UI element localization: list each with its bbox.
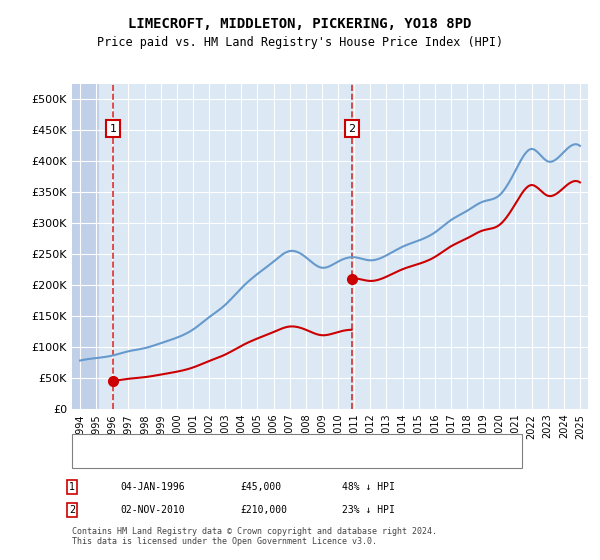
Bar [72, 84, 100, 409]
Text: 23% ↓ HPI: 23% ↓ HPI [342, 505, 395, 515]
Text: Price paid vs. HM Land Registry's House Price Index (HPI): Price paid vs. HM Land Registry's House … [97, 36, 503, 49]
Text: LIMECROFT, MIDDLETON, PICKERING, YO18 8PD: LIMECROFT, MIDDLETON, PICKERING, YO18 8P… [128, 17, 472, 31]
Text: 02-NOV-2010: 02-NOV-2010 [120, 505, 185, 515]
Text: 48% ↓ HPI: 48% ↓ HPI [342, 482, 395, 492]
Text: 1: 1 [69, 482, 75, 492]
Text: 2: 2 [348, 124, 355, 133]
Text: HPI: Average price, detached house, North Yorkshire: HPI: Average price, detached house, Nort… [108, 451, 407, 461]
Text: £45,000: £45,000 [240, 482, 281, 492]
Text: £210,000: £210,000 [240, 505, 287, 515]
Text: LIMECROFT, MIDDLETON, PICKERING, YO18 8PD (detached house): LIMECROFT, MIDDLETON, PICKERING, YO18 8P… [108, 437, 449, 447]
Text: 2: 2 [69, 505, 75, 515]
Text: 1: 1 [109, 124, 116, 133]
Text: 04-JAN-1996: 04-JAN-1996 [120, 482, 185, 492]
Text: Contains HM Land Registry data © Crown copyright and database right 2024.
This d: Contains HM Land Registry data © Crown c… [72, 526, 437, 546]
